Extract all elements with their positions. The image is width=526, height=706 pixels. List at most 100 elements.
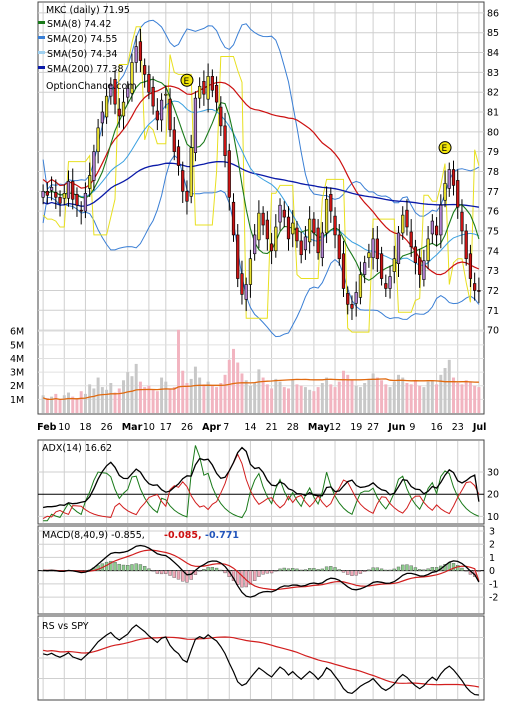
volume-y-tick-label: 6M <box>10 327 24 338</box>
adx-layer <box>42 445 480 522</box>
candle-body <box>113 79 117 105</box>
price-y-tick-label: 77 <box>487 187 499 198</box>
candle-body <box>79 209 83 212</box>
volume-bar <box>282 387 286 413</box>
axis-labels: Feb 10 18 26 Mar 10 17 26 Apr 7 14 21 28 May 12 19 27 Jun… <box>10 8 499 603</box>
volume-bar <box>350 380 354 413</box>
candle-body <box>460 211 464 232</box>
candle-body <box>100 111 104 124</box>
candle-body <box>422 260 426 280</box>
macd-histogram-bar <box>138 564 143 571</box>
earnings-marker <box>438 141 452 155</box>
volume-average-line <box>42 378 479 401</box>
candle-body <box>312 218 316 234</box>
x-tick-label: 21 <box>266 422 278 433</box>
volume-bar <box>452 377 455 413</box>
adx-label: ADX(14) 16.62 <box>42 443 112 454</box>
volume-bar <box>206 381 210 413</box>
macd-y-tick-label: 2 <box>489 540 495 551</box>
volume-layer <box>41 329 481 413</box>
candle-body <box>109 83 113 97</box>
macd-histogram-bar <box>282 567 286 571</box>
volume-bar <box>244 380 248 413</box>
price-y-tick-label: 83 <box>487 68 499 79</box>
candle-body <box>278 204 282 223</box>
x-tick-label: May <box>308 422 331 433</box>
volume-bar <box>308 389 312 413</box>
candle-body <box>168 98 172 131</box>
candle-body <box>434 225 439 236</box>
yellow-guide-line <box>42 26 480 333</box>
volume-bar <box>358 387 362 413</box>
macd-histogram-bar <box>362 570 367 572</box>
candle-body <box>176 146 181 166</box>
volume-bar <box>100 387 104 413</box>
candle-body <box>151 86 155 107</box>
macd-line <box>43 544 480 598</box>
volume-bar <box>109 383 113 413</box>
price-y-tick-label: 86 <box>487 8 499 19</box>
candle-body <box>210 76 214 91</box>
volume-bar <box>122 380 125 413</box>
candle-body <box>66 181 71 199</box>
price-title: MKC (daily) 71.95 <box>46 5 130 16</box>
macd-histogram-bar <box>384 569 388 571</box>
macd-histogram-bar <box>401 564 405 571</box>
legend-swatch-sma200 <box>38 66 45 69</box>
candle-body <box>384 283 388 289</box>
price-panel-frame <box>37 1 485 415</box>
grid <box>38 3 484 699</box>
candle-body <box>121 101 126 117</box>
candle-body <box>409 231 413 248</box>
candle-body <box>138 41 143 61</box>
macd-histogram-bar <box>189 570 193 580</box>
macd-histogram-bar <box>413 567 418 571</box>
macd-histogram-bar <box>274 570 278 572</box>
macd-histogram-bar <box>197 570 202 572</box>
x-tick-label: 7 <box>223 422 229 433</box>
macd-histogram-bar <box>417 569 422 571</box>
macd-histogram-bar <box>206 567 210 571</box>
volume-bar <box>88 384 92 413</box>
candle-body <box>71 181 75 200</box>
macd-histogram-bar <box>350 570 354 576</box>
legend-sma50: SMA(50) 74.34 <box>47 49 117 60</box>
volume-bar <box>316 387 320 413</box>
volume-bar <box>198 377 202 413</box>
x-tick-label: 17 <box>160 422 172 433</box>
price-y-tick-label: 84 <box>487 48 499 59</box>
price-y-tick-label: 75 <box>487 226 499 237</box>
volume-bar <box>477 387 481 413</box>
macd-histogram-bar <box>430 567 435 571</box>
volume-bar <box>155 391 159 413</box>
candle-body <box>430 220 434 235</box>
macd-histogram-bar <box>172 570 176 578</box>
candle-body <box>468 253 473 279</box>
macd-histogram-bar <box>121 564 126 571</box>
legend-sma200: SMA(200) 77.38 <box>47 64 124 75</box>
candle-body <box>316 227 320 254</box>
candle-body <box>253 234 257 255</box>
candle-body <box>130 62 134 94</box>
volume-bar <box>248 385 252 413</box>
price-y-tick-label: 80 <box>487 127 499 138</box>
candle-body <box>451 169 456 186</box>
volume-bar <box>337 381 341 413</box>
volume-bar <box>58 399 62 413</box>
candle-body <box>147 74 151 93</box>
candle-body <box>181 170 185 192</box>
candle-body <box>473 283 477 291</box>
volume-bar <box>117 388 121 413</box>
macd-histogram-bar <box>265 570 270 574</box>
volume-bar <box>105 389 109 413</box>
macd-histogram-bar <box>434 567 439 571</box>
x-tick-label: 26 <box>181 422 193 433</box>
volume-bar <box>413 380 417 413</box>
candle-body <box>358 274 363 298</box>
volume-bar <box>270 388 274 413</box>
volume-bar <box>333 387 337 413</box>
macd-histogram-bar <box>405 564 409 571</box>
candle-body <box>291 222 295 235</box>
candle-body <box>396 232 401 264</box>
price-layer: EE <box>41 19 481 338</box>
